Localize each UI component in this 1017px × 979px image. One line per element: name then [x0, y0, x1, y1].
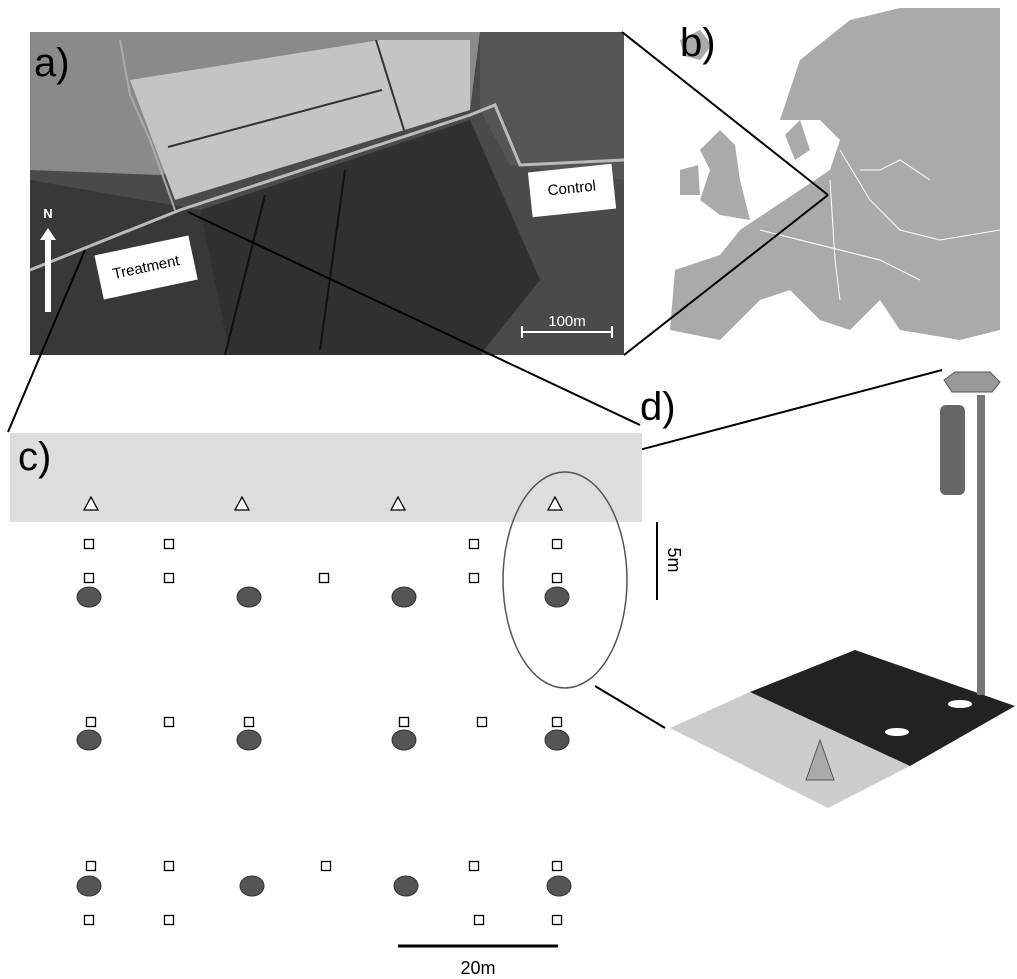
- plot-marker: [394, 876, 418, 896]
- square: [87, 718, 96, 727]
- square: [470, 574, 479, 583]
- sample-squares: [85, 540, 562, 925]
- square: [553, 718, 562, 727]
- plot-marker: [392, 730, 416, 750]
- north-label: N: [43, 206, 52, 221]
- plot-marker: [237, 587, 261, 607]
- square: [475, 916, 484, 925]
- plot-marker: [240, 876, 264, 896]
- panel-label: a): [34, 41, 70, 85]
- square: [85, 916, 94, 925]
- square: [320, 574, 329, 583]
- square: [553, 574, 562, 583]
- scale-label: 5m: [664, 547, 684, 572]
- square: [478, 718, 487, 727]
- square: [553, 916, 562, 925]
- plot-marker: [545, 730, 569, 750]
- square: [165, 718, 174, 727]
- plot-marker: [77, 730, 101, 750]
- plot-marker: [77, 876, 101, 896]
- square: [165, 862, 174, 871]
- square: [553, 540, 562, 549]
- panel-label: c): [18, 435, 51, 479]
- square: [87, 862, 96, 871]
- plot-illustration: [670, 372, 1015, 808]
- plot-marker: [545, 587, 569, 607]
- aerial-photo: [30, 32, 624, 355]
- square: [553, 862, 562, 871]
- square: [85, 574, 94, 583]
- border-strip: [10, 433, 642, 522]
- figure: a) Control Treatment N 100m b) c) 5m: [0, 0, 1017, 979]
- plot-marker: [547, 876, 571, 896]
- square: [322, 862, 331, 871]
- square: [165, 540, 174, 549]
- aerial-scale-label: 100m: [548, 313, 586, 330]
- square: [85, 540, 94, 549]
- plot-marker: [237, 730, 261, 750]
- square: [245, 718, 254, 727]
- square: [470, 862, 479, 871]
- square: [165, 916, 174, 925]
- panel-label: b): [680, 21, 716, 65]
- square: [470, 540, 479, 549]
- plot-marker: [392, 587, 416, 607]
- scale-label: 20m: [460, 958, 495, 978]
- plot-marker: [77, 587, 101, 607]
- sample-plots: [77, 587, 571, 896]
- panel-label: d): [640, 385, 676, 429]
- europe-map: [670, 8, 1000, 340]
- square: [165, 574, 174, 583]
- square: [400, 718, 409, 727]
